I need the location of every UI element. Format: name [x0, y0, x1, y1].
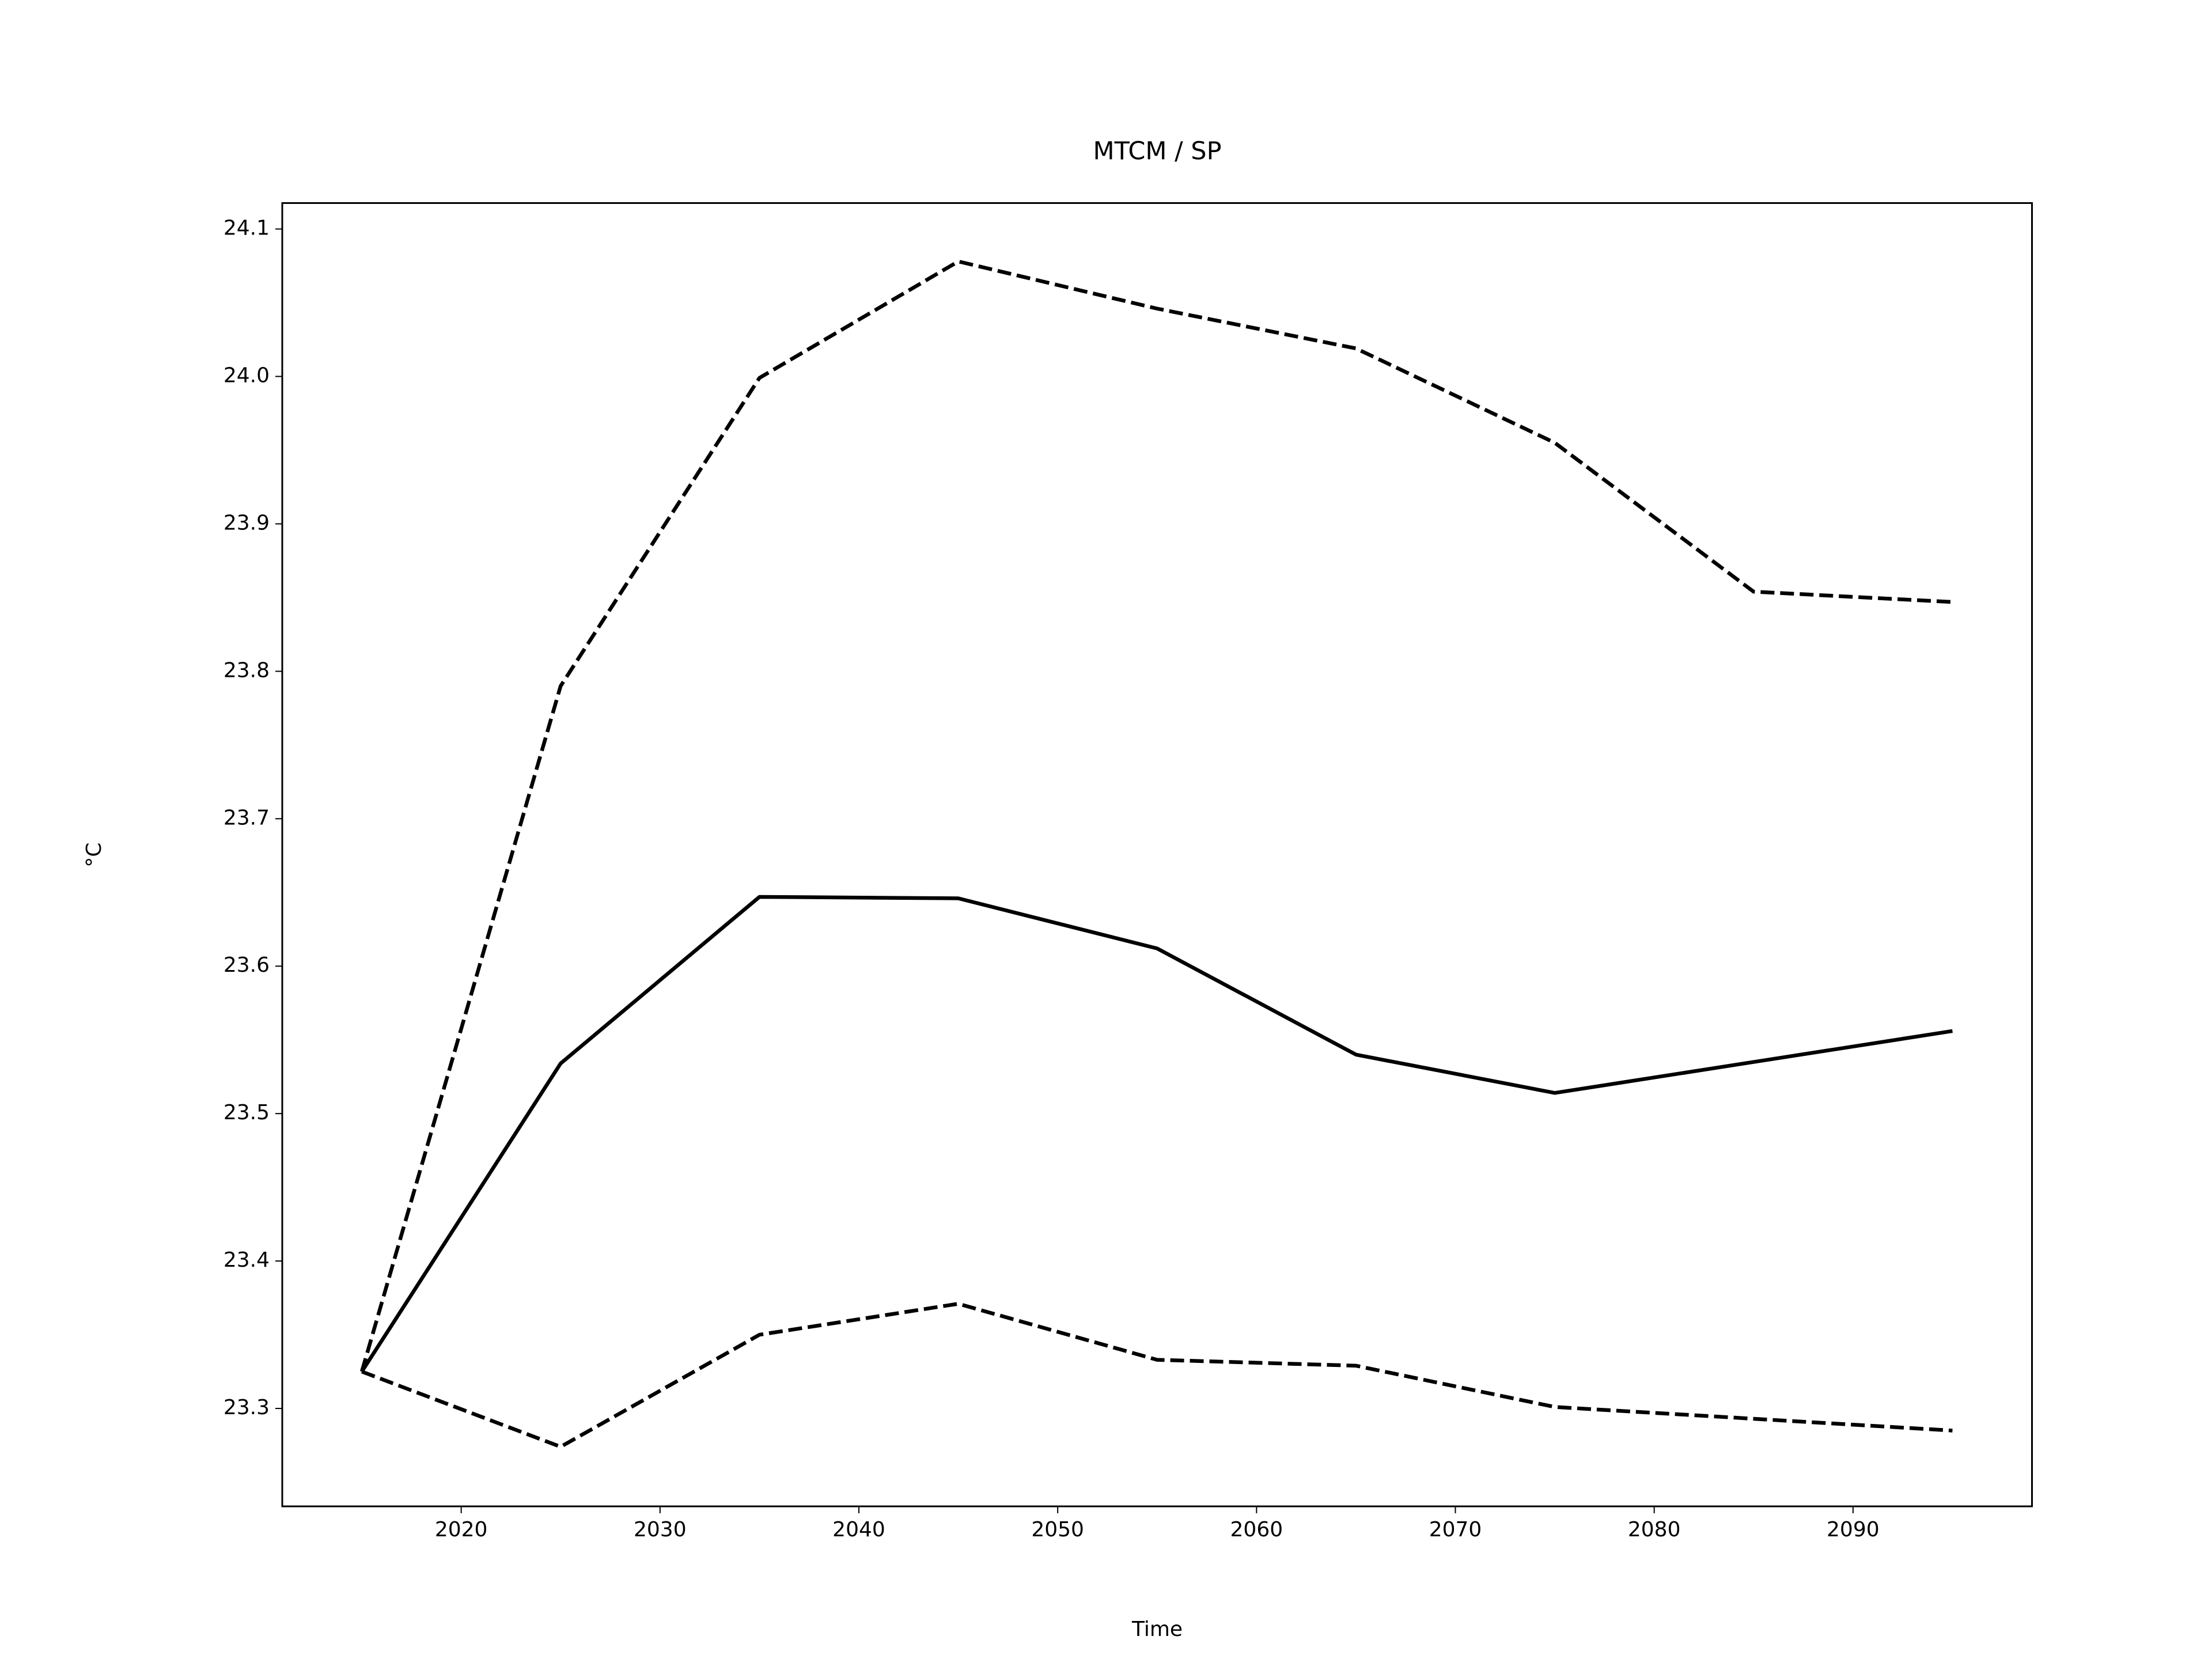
y-tick-label: 23.9 [224, 511, 270, 535]
series-line [360, 895, 1953, 1373]
series-line [359, 259, 1953, 1372]
series-line [361, 1302, 1953, 1449]
x-tick-label: 2070 [1429, 1518, 1482, 1541]
chart-title: MTCM / SP [1093, 137, 1221, 166]
y-tick-label: 24.1 [224, 217, 270, 240]
x-tick-label: 2030 [634, 1518, 687, 1541]
y-tick-label: 23.4 [224, 1248, 270, 1272]
x-tick-label: 2050 [1031, 1518, 1084, 1541]
x-tick-label: 2060 [1230, 1518, 1283, 1541]
x-tick-label: 2020 [435, 1518, 488, 1541]
y-tick-label: 23.6 [224, 953, 270, 977]
y-tick-label: 23.8 [224, 658, 270, 682]
y-axis-label: °C [82, 842, 106, 867]
y-tick-label: 24.0 [224, 363, 270, 387]
y-tick-label: 23.7 [224, 806, 270, 830]
plot-frame [281, 202, 2033, 1508]
y-tick-label: 23.5 [224, 1101, 270, 1124]
x-tick-label: 2080 [1628, 1518, 1681, 1541]
y-tick-label: 23.3 [224, 1396, 270, 1419]
x-axis-label: Time [1131, 1618, 1183, 1641]
x-tick-label: 2090 [1827, 1518, 1880, 1541]
x-tick-label: 2040 [832, 1518, 885, 1541]
